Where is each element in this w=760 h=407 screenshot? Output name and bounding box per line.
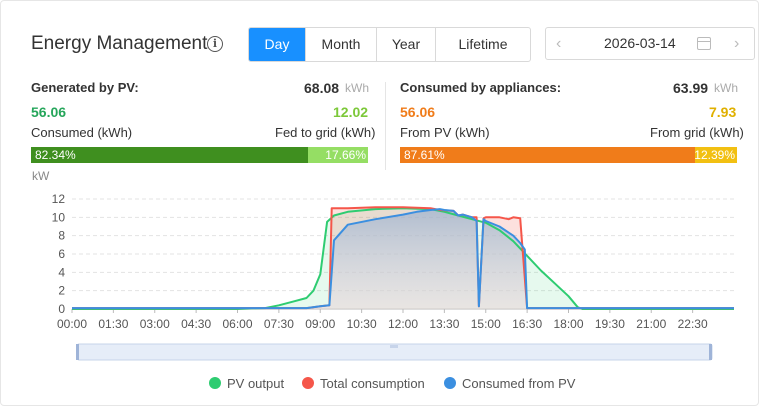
y-tick-label: 4 bbox=[58, 265, 65, 279]
generated-unit: kWh bbox=[345, 81, 369, 95]
consumed-label: Consumed by appliances: bbox=[400, 80, 562, 95]
x-tick-label: 00:00 bbox=[57, 317, 87, 331]
x-tick-label: 03:00 bbox=[140, 317, 170, 331]
period-tabs: Day Month Year Lifetime bbox=[248, 27, 531, 62]
info-circle-icon[interactable]: i bbox=[207, 36, 223, 52]
date-value[interactable]: 2026-03-14 bbox=[604, 35, 676, 51]
x-tick-label: 15:00 bbox=[471, 317, 501, 331]
x-tick-label: 22:30 bbox=[678, 317, 708, 331]
y-tick-label: 10 bbox=[52, 210, 66, 224]
y-tick-label: 8 bbox=[58, 229, 65, 243]
series-area-consumed-from-pv bbox=[72, 209, 734, 309]
x-tick-label: 12:00 bbox=[388, 317, 418, 331]
consumed-frompv-label: From PV (kWh) bbox=[400, 125, 490, 140]
page-title: Energy Management bbox=[31, 33, 208, 54]
consumed-unit: kWh bbox=[714, 81, 738, 95]
consumed-frompv-value: 56.06 bbox=[400, 104, 436, 120]
y-tick-label: 0 bbox=[58, 302, 65, 316]
x-tick-label: 21:00 bbox=[636, 317, 666, 331]
consumed-ratio-bar: 87.61% 12.39% bbox=[400, 147, 737, 163]
y-tick-label: 12 bbox=[52, 192, 66, 206]
legend-dot-icon bbox=[444, 377, 456, 389]
y-axis-unit: kW bbox=[32, 169, 50, 183]
generated-fed-label: Fed to grid (kWh) bbox=[275, 125, 376, 140]
calendar-icon[interactable] bbox=[697, 37, 711, 50]
generated-consumed-segment: 82.34% bbox=[31, 147, 308, 163]
x-tick-label: 04:30 bbox=[181, 317, 211, 331]
generated-ratio-bar: 82.34% 17.66% bbox=[31, 147, 368, 163]
legend-dot-icon bbox=[209, 377, 221, 389]
consumed-fromgrid-value: 7.93 bbox=[709, 104, 737, 120]
x-tick-label: 10:30 bbox=[347, 317, 377, 331]
x-tick-label: 01:30 bbox=[98, 317, 128, 331]
legend-dot-icon bbox=[302, 377, 314, 389]
series-line-consumed-from-pv[interactable] bbox=[72, 208, 734, 310]
generated-consumed-value: 56.06 bbox=[31, 104, 67, 120]
x-tick-label: 19:30 bbox=[595, 317, 625, 331]
chevron-right-icon[interactable]: › bbox=[734, 35, 740, 52]
tab-month[interactable]: Month bbox=[306, 28, 377, 61]
x-tick-label: 13:30 bbox=[429, 317, 459, 331]
legend-pv-output[interactable]: PV output bbox=[209, 376, 284, 391]
zoom-handle-right[interactable] bbox=[709, 344, 712, 360]
panel-divider bbox=[385, 82, 386, 170]
zoom-handle-left[interactable] bbox=[76, 344, 79, 360]
x-tick-label: 07:30 bbox=[264, 317, 294, 331]
legend-consumed-from-pv[interactable]: Consumed from PV bbox=[444, 376, 575, 391]
zoom-slider[interactable] bbox=[76, 343, 713, 361]
consumed-total: 63.99 bbox=[673, 80, 709, 96]
consumed-fromgrid-segment: 12.39% bbox=[694, 147, 737, 163]
legend-total-consumption[interactable]: Total consumption bbox=[302, 376, 425, 391]
tab-year[interactable]: Year bbox=[377, 28, 436, 61]
x-tick-label: 16:30 bbox=[512, 317, 542, 331]
x-tick-label: 09:00 bbox=[305, 317, 335, 331]
generated-total: 68.08 bbox=[304, 80, 340, 96]
consumed-frompv-segment: 87.61% bbox=[400, 147, 695, 163]
zoom-grip-icon[interactable] bbox=[390, 345, 398, 348]
generated-label: Generated by PV: bbox=[31, 80, 139, 95]
generated-fed-segment: 17.66% bbox=[308, 147, 368, 163]
x-tick-label: 06:00 bbox=[222, 317, 252, 331]
date-picker[interactable]: ‹ 2026-03-14 › bbox=[545, 27, 755, 60]
generated-fed-value: 12.02 bbox=[333, 104, 369, 120]
chevron-left-icon[interactable]: ‹ bbox=[556, 35, 562, 52]
tab-lifetime[interactable]: Lifetime bbox=[458, 36, 508, 52]
generated-consumed-label: Consumed (kWh) bbox=[31, 125, 133, 140]
y-tick-label: 2 bbox=[58, 284, 65, 298]
tab-day[interactable]: Day bbox=[249, 28, 306, 61]
consumed-fromgrid-label: From grid (kWh) bbox=[650, 125, 744, 140]
x-tick-label: 18:00 bbox=[553, 317, 583, 331]
y-tick-label: 6 bbox=[58, 247, 65, 261]
